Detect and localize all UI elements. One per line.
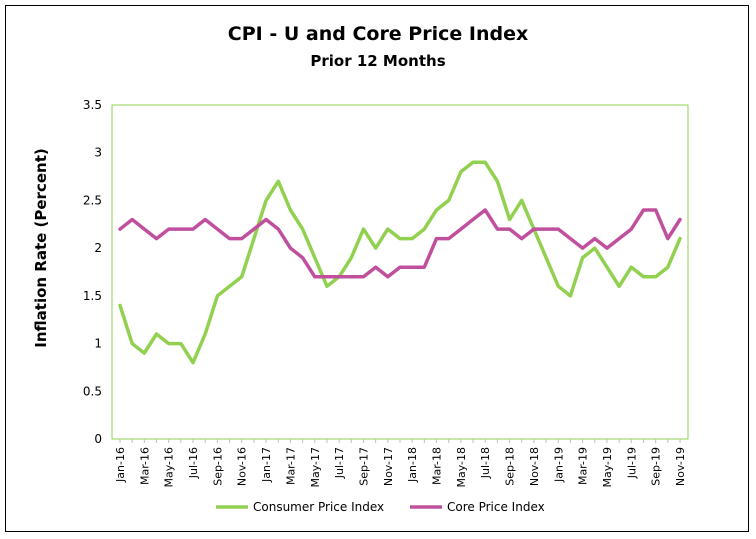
plot-area-border <box>111 104 689 440</box>
y-tick-label: 0.5 <box>83 384 102 398</box>
x-axis-ticks: Jan-16 Mar-16 May-16 Jul-16 Sep-16 Nov-16 Jan-… <box>114 439 687 488</box>
y-tick-label: 1 <box>94 337 102 351</box>
x-tick-label: Jul-16 <box>187 447 200 479</box>
x-tick-label: May-18 <box>455 447 468 488</box>
y-tick-label: 3.5 <box>83 98 102 112</box>
y-tick-label: 2.5 <box>83 193 102 207</box>
series-line-core-price-index <box>118 208 682 279</box>
x-tick-label: Jul-19 <box>625 447 638 479</box>
y-tick-label: 2 <box>94 241 102 255</box>
x-tick-label: Mar-19 <box>577 447 590 485</box>
x-tick-label: Nov-16 <box>236 447 249 486</box>
x-tick-label: Mar-17 <box>284 447 297 485</box>
legend-label: Consumer Price Index <box>253 500 384 514</box>
x-tick-label: Nov-19 <box>674 447 687 486</box>
x-tick-label: May-17 <box>309 447 322 488</box>
chart-title: CPI - U and Core Price Index <box>228 23 528 45</box>
x-tick-label: May-16 <box>163 447 176 488</box>
y-axis-ticks: 0 0.5 1 1.5 2 2.5 3 3.5 <box>83 98 102 446</box>
legend: Consumer Price Index Core Price Index <box>216 500 545 514</box>
y-tick-label: 0 <box>94 432 102 446</box>
x-tick-label: Mar-16 <box>138 447 151 485</box>
x-tick-label: Sep-19 <box>650 447 663 486</box>
series-line-consumer-price-index <box>118 160 682 365</box>
x-tick-label: Mar-18 <box>431 447 444 485</box>
x-tick-label: Nov-18 <box>528 447 541 486</box>
x-tick-label: Sep-18 <box>504 447 517 486</box>
series-lines <box>118 160 682 365</box>
x-tick-label: Jan-17 <box>260 447 273 483</box>
y-tick-label: 3 <box>94 146 102 160</box>
x-tick-label: Sep-17 <box>357 447 370 486</box>
y-tick-label: 1.5 <box>83 289 102 303</box>
y-axis-label: Inflation Rate (Percent) <box>32 148 50 347</box>
chart-subtitle: Prior 12 Months <box>310 52 445 70</box>
x-tick-label: Jul-18 <box>479 447 492 479</box>
x-tick-label: Nov-17 <box>382 447 395 486</box>
legend-label: Core Price Index <box>447 500 545 514</box>
x-tick-label: Sep-16 <box>211 447 224 486</box>
x-tick-label: Jul-17 <box>333 447 346 479</box>
x-tick-label: Jan-16 <box>114 447 127 483</box>
x-tick-label: Jan-19 <box>552 447 565 483</box>
x-tick-label: Jan-18 <box>406 447 419 483</box>
x-tick-label: May-19 <box>601 447 614 488</box>
